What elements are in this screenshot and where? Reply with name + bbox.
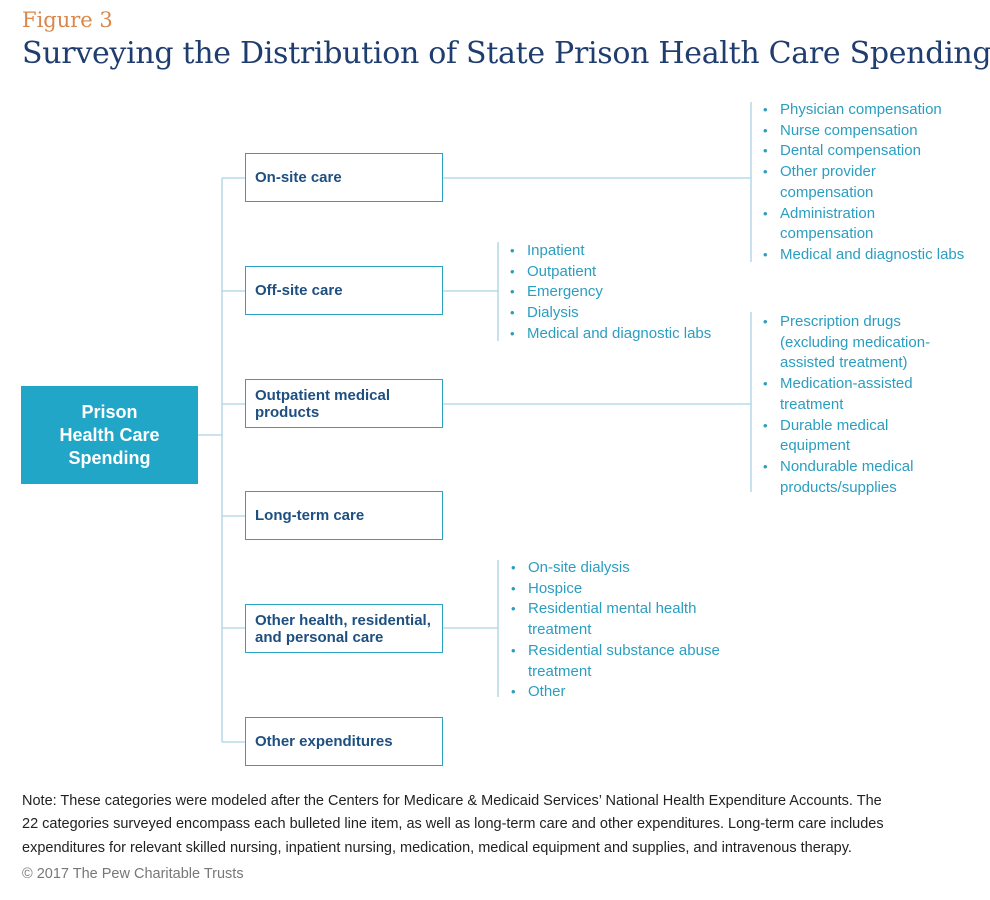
category-label: Other expenditures — [255, 733, 393, 750]
root-line: Prison — [81, 401, 138, 422]
category-label: Outpatient medical — [255, 386, 391, 404]
list-item: Medical and diagnostic labs — [509, 324, 711, 345]
list-item: Dental compensation — [762, 141, 964, 162]
list-item: Physician compensation — [762, 100, 964, 121]
footnote: Note: These categories were modeled afte… — [22, 790, 967, 860]
category-label: and personal care — [255, 628, 384, 646]
category-other-expenditures: Other expenditures — [245, 717, 443, 766]
category-label: Other health, residential, — [255, 611, 431, 629]
category-label: products — [255, 403, 320, 421]
list-item: Other — [510, 682, 720, 703]
category-label: On-site care — [255, 169, 342, 186]
copyright: © 2017 The Pew Charitable Trusts — [22, 866, 244, 882]
list-item: Inpatient — [509, 241, 711, 262]
list-item: Dialysis — [509, 303, 711, 324]
list-item: Emergency — [509, 282, 711, 303]
footnote-line: 22 categories surveyed encompass each bu… — [22, 816, 884, 833]
category-label: Long-term care — [255, 507, 365, 524]
figure-title: Surveying the Distribution of State Pris… — [22, 36, 990, 71]
list-item: Medical and diagnostic labs — [762, 245, 964, 266]
off-site-care-items: Inpatient Outpatient Emergency Dialysis … — [509, 241, 711, 345]
root-node: Prison Health Care Spending — [21, 386, 198, 484]
category-label: Off-site care — [255, 282, 343, 299]
list-item: Nurse compensation — [762, 121, 964, 142]
outpatient-medical-products-items: Prescription drugs(excluding medication-… — [762, 312, 930, 498]
root-line: Health Care — [59, 424, 160, 445]
list-item: Hospice — [510, 579, 720, 600]
category-other-health: Other health, residential, and personal … — [245, 604, 443, 653]
list-item: Prescription drugs(excluding medication-… — [762, 312, 930, 374]
category-off-site-care: Off-site care — [245, 266, 443, 315]
list-item: On-site dialysis — [510, 558, 720, 579]
category-outpatient-medical-products: Outpatient medical products — [245, 379, 443, 428]
figure-label: Figure 3 — [22, 8, 113, 32]
category-long-term-care: Long-term care — [245, 491, 443, 540]
list-item: Outpatient — [509, 262, 711, 283]
on-site-care-items: Physician compensation Nurse compensatio… — [762, 100, 964, 266]
footnote-line: Note: These categories were modeled afte… — [22, 793, 882, 809]
other-health-care-items: On-site dialysis Hospice Residential men… — [510, 558, 720, 703]
footnote-line: expenditures for relevant skilled nursin… — [22, 839, 852, 856]
root-line: Spending — [68, 447, 151, 468]
category-on-site-care: On-site care — [245, 153, 443, 202]
